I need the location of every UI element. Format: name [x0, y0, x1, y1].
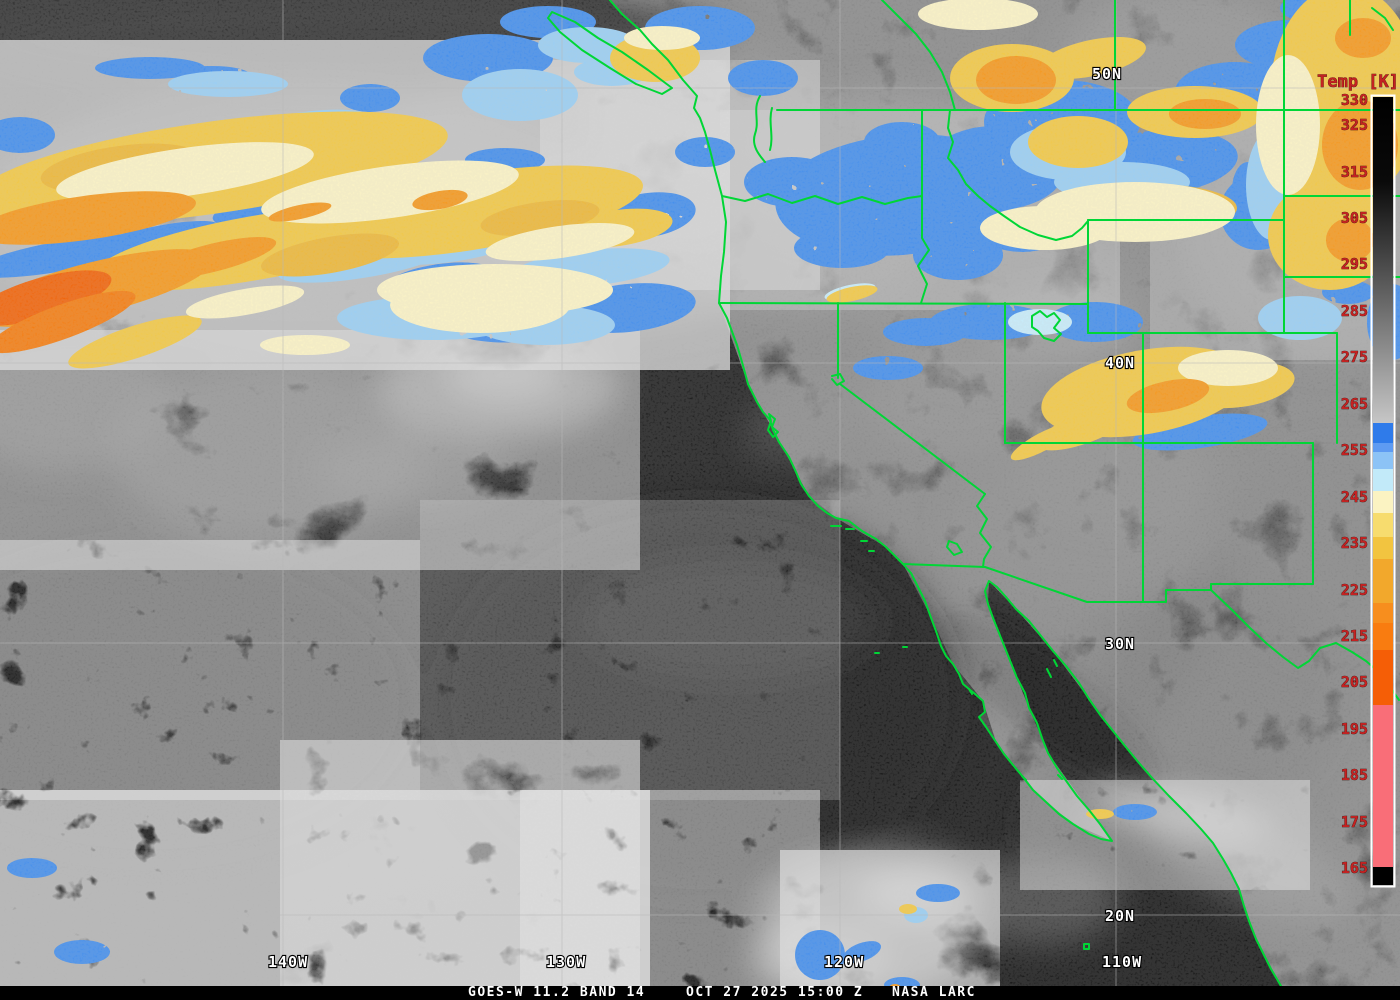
map-boundaries — [547, 0, 1400, 1000]
caption-timestamp: OCT 27 2025 15:00 Z — [686, 985, 864, 1000]
colorbar-frame — [1370, 94, 1396, 888]
svg-text:245: 245 — [1341, 488, 1368, 506]
ca-nv-border — [831, 302, 986, 495]
caption-product: GOES-W 11.2 BAND 14 — [468, 985, 646, 1000]
svg-text:205: 205 — [1341, 673, 1368, 691]
coastline — [608, 0, 1290, 1000]
svg-text:285: 285 — [1341, 302, 1368, 320]
svg-text:295: 295 — [1341, 255, 1368, 273]
colorbar: Temp [K] 330 325 315 305 295 285 275 — [1317, 72, 1399, 888]
svg-text:305: 305 — [1341, 209, 1368, 227]
colorbar-title: Temp [K] — [1317, 72, 1399, 92]
svg-text:225: 225 — [1341, 581, 1368, 599]
svg-text:275: 275 — [1341, 348, 1368, 366]
puget-sound — [753, 95, 773, 163]
channel-islands — [830, 525, 875, 552]
canada-corner-borders — [1349, 0, 1394, 36]
svg-text:175: 175 — [1341, 813, 1368, 831]
lat-label-50n: 50N — [1092, 65, 1122, 83]
great-salt-lake — [1031, 310, 1062, 342]
svg-text:165: 165 — [1341, 859, 1368, 877]
or-id-border — [917, 195, 930, 304]
lon-label-140w: 140W — [268, 953, 308, 971]
42n-border — [718, 302, 1089, 305]
svg-text:215: 215 — [1341, 627, 1368, 645]
id-mt-border — [947, 109, 1089, 241]
socorro-island — [1083, 943, 1090, 950]
lat-label-30n: 30N — [1105, 635, 1135, 653]
caption-bar: GOES-W 11.2 BAND 14 OCT 27 2025 15:00 Z … — [0, 986, 1400, 1000]
colorado-river-border — [976, 493, 992, 568]
svg-text:255: 255 — [1341, 441, 1368, 459]
san-francisco-bay — [767, 413, 779, 438]
lon-label-130w: 130W — [546, 953, 586, 971]
lat-label-20n: 20N — [1105, 907, 1135, 925]
colorbar-segments — [1373, 97, 1393, 885]
lat-label-40n: 40N — [1105, 354, 1135, 372]
caption-credit: NASA LARC — [892, 985, 976, 1000]
salton-sea — [946, 540, 963, 556]
svg-text:265: 265 — [1341, 395, 1368, 413]
wa-or-border — [721, 193, 923, 205]
svg-text:185: 185 — [1341, 766, 1368, 784]
grid-labels: 50N 40N 30N 20N 140W 130W 120W 110W — [267, 64, 1142, 972]
baja-islands — [874, 646, 1063, 781]
svg-text:235: 235 — [1341, 534, 1368, 552]
colorbar-ticks: 330 325 315 305 295 285 275 265 255 245 … — [1341, 91, 1369, 878]
lon-label-110w: 110W — [1102, 953, 1142, 971]
vancouver-island-outline — [547, 11, 673, 95]
bc-ab-divide — [881, 0, 956, 111]
lon-label-120w: 120W — [824, 953, 864, 971]
svg-text:195: 195 — [1341, 720, 1368, 738]
svg-text:315: 315 — [1341, 163, 1368, 181]
svg-text:325: 325 — [1341, 116, 1368, 134]
svg-text:330: 330 — [1341, 91, 1368, 109]
